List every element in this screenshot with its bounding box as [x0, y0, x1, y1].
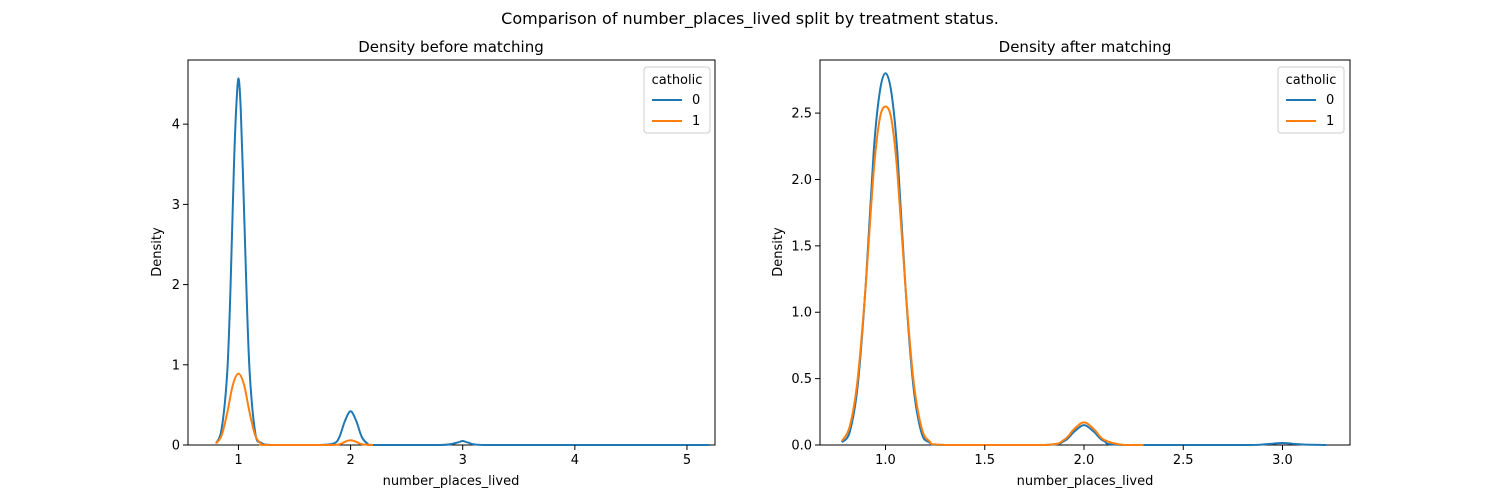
legend-title: catholic [652, 73, 703, 88]
panel-title: Density before matching [358, 38, 543, 56]
y-axis-label: Density [771, 227, 786, 277]
y-tick-label: 0 [172, 439, 180, 454]
series-line-1 [215, 372, 374, 446]
plot-area [819, 59, 1351, 446]
x-tick-label: 1.0 [875, 453, 896, 468]
x-axis-label: number_places_lived [383, 474, 520, 489]
y-tick-label: 1.0 [791, 306, 812, 321]
x-tick-label: 4 [571, 453, 579, 468]
x-tick-label: 2.0 [1074, 453, 1095, 468]
y-tick-label: 2.5 [791, 107, 812, 122]
y-tick-label: 0.0 [791, 439, 812, 454]
y-tick-label: 4 [172, 118, 180, 133]
x-tick-label: 5 [683, 453, 691, 468]
legend: catholic 0 1 [1277, 66, 1345, 134]
x-tick-label: 2.5 [1173, 453, 1194, 468]
series-line-1 [840, 105, 1144, 447]
y-tick-label: 1.5 [791, 239, 812, 254]
panel-after-matching: Density after matching 1.0 1.5 2.0 2.5 3.0 0.… [771, 38, 1351, 489]
x-axis-label: number_places_lived [1017, 474, 1154, 489]
y-tick-label: 2.0 [791, 173, 812, 188]
legend-label-1: 1 [692, 114, 700, 129]
y-tick-label: 2 [172, 278, 180, 293]
plot-area [187, 59, 716, 446]
x-tick-label: 1 [234, 453, 242, 468]
y-tick-label: 1 [172, 358, 180, 373]
x-tick-label: 2 [346, 453, 354, 468]
legend-label-0: 0 [1326, 93, 1334, 108]
y-tick-label: 3 [172, 198, 180, 213]
y-tick-label: 0.5 [791, 372, 812, 387]
x-tick-label: 3.0 [1272, 453, 1293, 468]
panel-before-matching: Density before matching 1 2 3 4 5 0 1 2 3 4 numbe… [150, 38, 716, 489]
series-line-0 [215, 77, 710, 447]
legend: catholic 0 1 [643, 66, 711, 134]
x-tick-label: 1.5 [974, 453, 995, 468]
panel-title: Density after matching [999, 38, 1172, 56]
legend-label-1: 1 [1326, 114, 1334, 129]
y-axis-label: Density [150, 227, 165, 277]
x-tick-label: 3 [459, 453, 467, 468]
legend-label-0: 0 [692, 93, 700, 108]
figure-suptitle: Comparison of number_places_lived split … [501, 9, 999, 29]
legend-title: catholic [1286, 73, 1337, 88]
